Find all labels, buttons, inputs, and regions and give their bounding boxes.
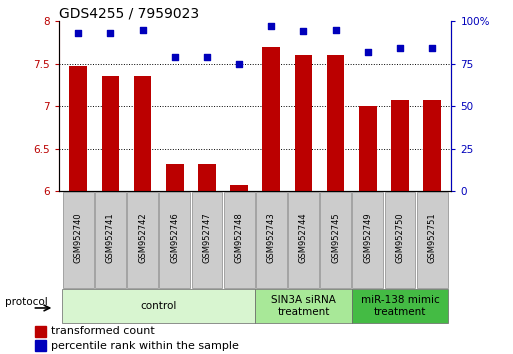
Point — [396, 46, 404, 51]
Text: GSM952740: GSM952740 — [74, 212, 83, 263]
Point — [428, 46, 436, 51]
FancyBboxPatch shape — [288, 192, 319, 287]
FancyBboxPatch shape — [127, 192, 158, 287]
Bar — [69, 66, 87, 191]
Text: GSM952751: GSM952751 — [428, 212, 437, 263]
Bar — [391, 100, 409, 191]
FancyBboxPatch shape — [63, 192, 94, 287]
FancyBboxPatch shape — [255, 289, 352, 323]
FancyBboxPatch shape — [62, 289, 255, 323]
FancyBboxPatch shape — [191, 192, 223, 287]
FancyBboxPatch shape — [95, 192, 126, 287]
Text: GSM952746: GSM952746 — [170, 212, 180, 263]
FancyBboxPatch shape — [160, 192, 190, 287]
Point — [171, 54, 179, 60]
Point — [74, 30, 83, 36]
Text: transformed count: transformed count — [51, 326, 155, 336]
Bar — [134, 76, 151, 191]
Text: SIN3A siRNA
treatment: SIN3A siRNA treatment — [271, 295, 336, 317]
Point — [331, 27, 340, 33]
Bar — [102, 76, 120, 191]
Bar — [327, 55, 345, 191]
Bar — [35, 341, 46, 351]
Text: miR-138 mimic
treatment: miR-138 mimic treatment — [361, 295, 439, 317]
Bar — [166, 164, 184, 191]
Text: control: control — [141, 301, 177, 311]
FancyBboxPatch shape — [352, 192, 383, 287]
FancyBboxPatch shape — [352, 289, 448, 323]
Text: GSM952750: GSM952750 — [396, 212, 404, 263]
Point — [364, 49, 372, 55]
Text: GSM952749: GSM952749 — [363, 212, 372, 263]
Bar — [423, 100, 441, 191]
Bar — [359, 106, 377, 191]
Point — [235, 61, 243, 67]
Text: GSM952744: GSM952744 — [299, 212, 308, 263]
Text: GSM952748: GSM952748 — [234, 212, 244, 263]
Text: GSM952741: GSM952741 — [106, 212, 115, 263]
Text: GSM952747: GSM952747 — [203, 212, 211, 263]
Bar — [263, 47, 280, 191]
Bar — [35, 326, 46, 337]
Text: GSM952745: GSM952745 — [331, 212, 340, 263]
FancyBboxPatch shape — [256, 192, 287, 287]
Text: GDS4255 / 7959023: GDS4255 / 7959023 — [59, 6, 199, 20]
Text: percentile rank within the sample: percentile rank within the sample — [51, 341, 239, 351]
FancyBboxPatch shape — [385, 192, 416, 287]
Bar — [294, 55, 312, 191]
Point — [300, 29, 308, 34]
Point — [106, 30, 114, 36]
Bar — [198, 164, 216, 191]
Text: GSM952742: GSM952742 — [138, 212, 147, 263]
Point — [267, 23, 275, 29]
FancyBboxPatch shape — [417, 192, 447, 287]
Bar — [230, 185, 248, 191]
Text: GSM952743: GSM952743 — [267, 212, 276, 263]
Point — [139, 27, 147, 33]
Point — [203, 54, 211, 60]
Text: protocol: protocol — [5, 297, 48, 307]
FancyBboxPatch shape — [224, 192, 254, 287]
FancyBboxPatch shape — [320, 192, 351, 287]
